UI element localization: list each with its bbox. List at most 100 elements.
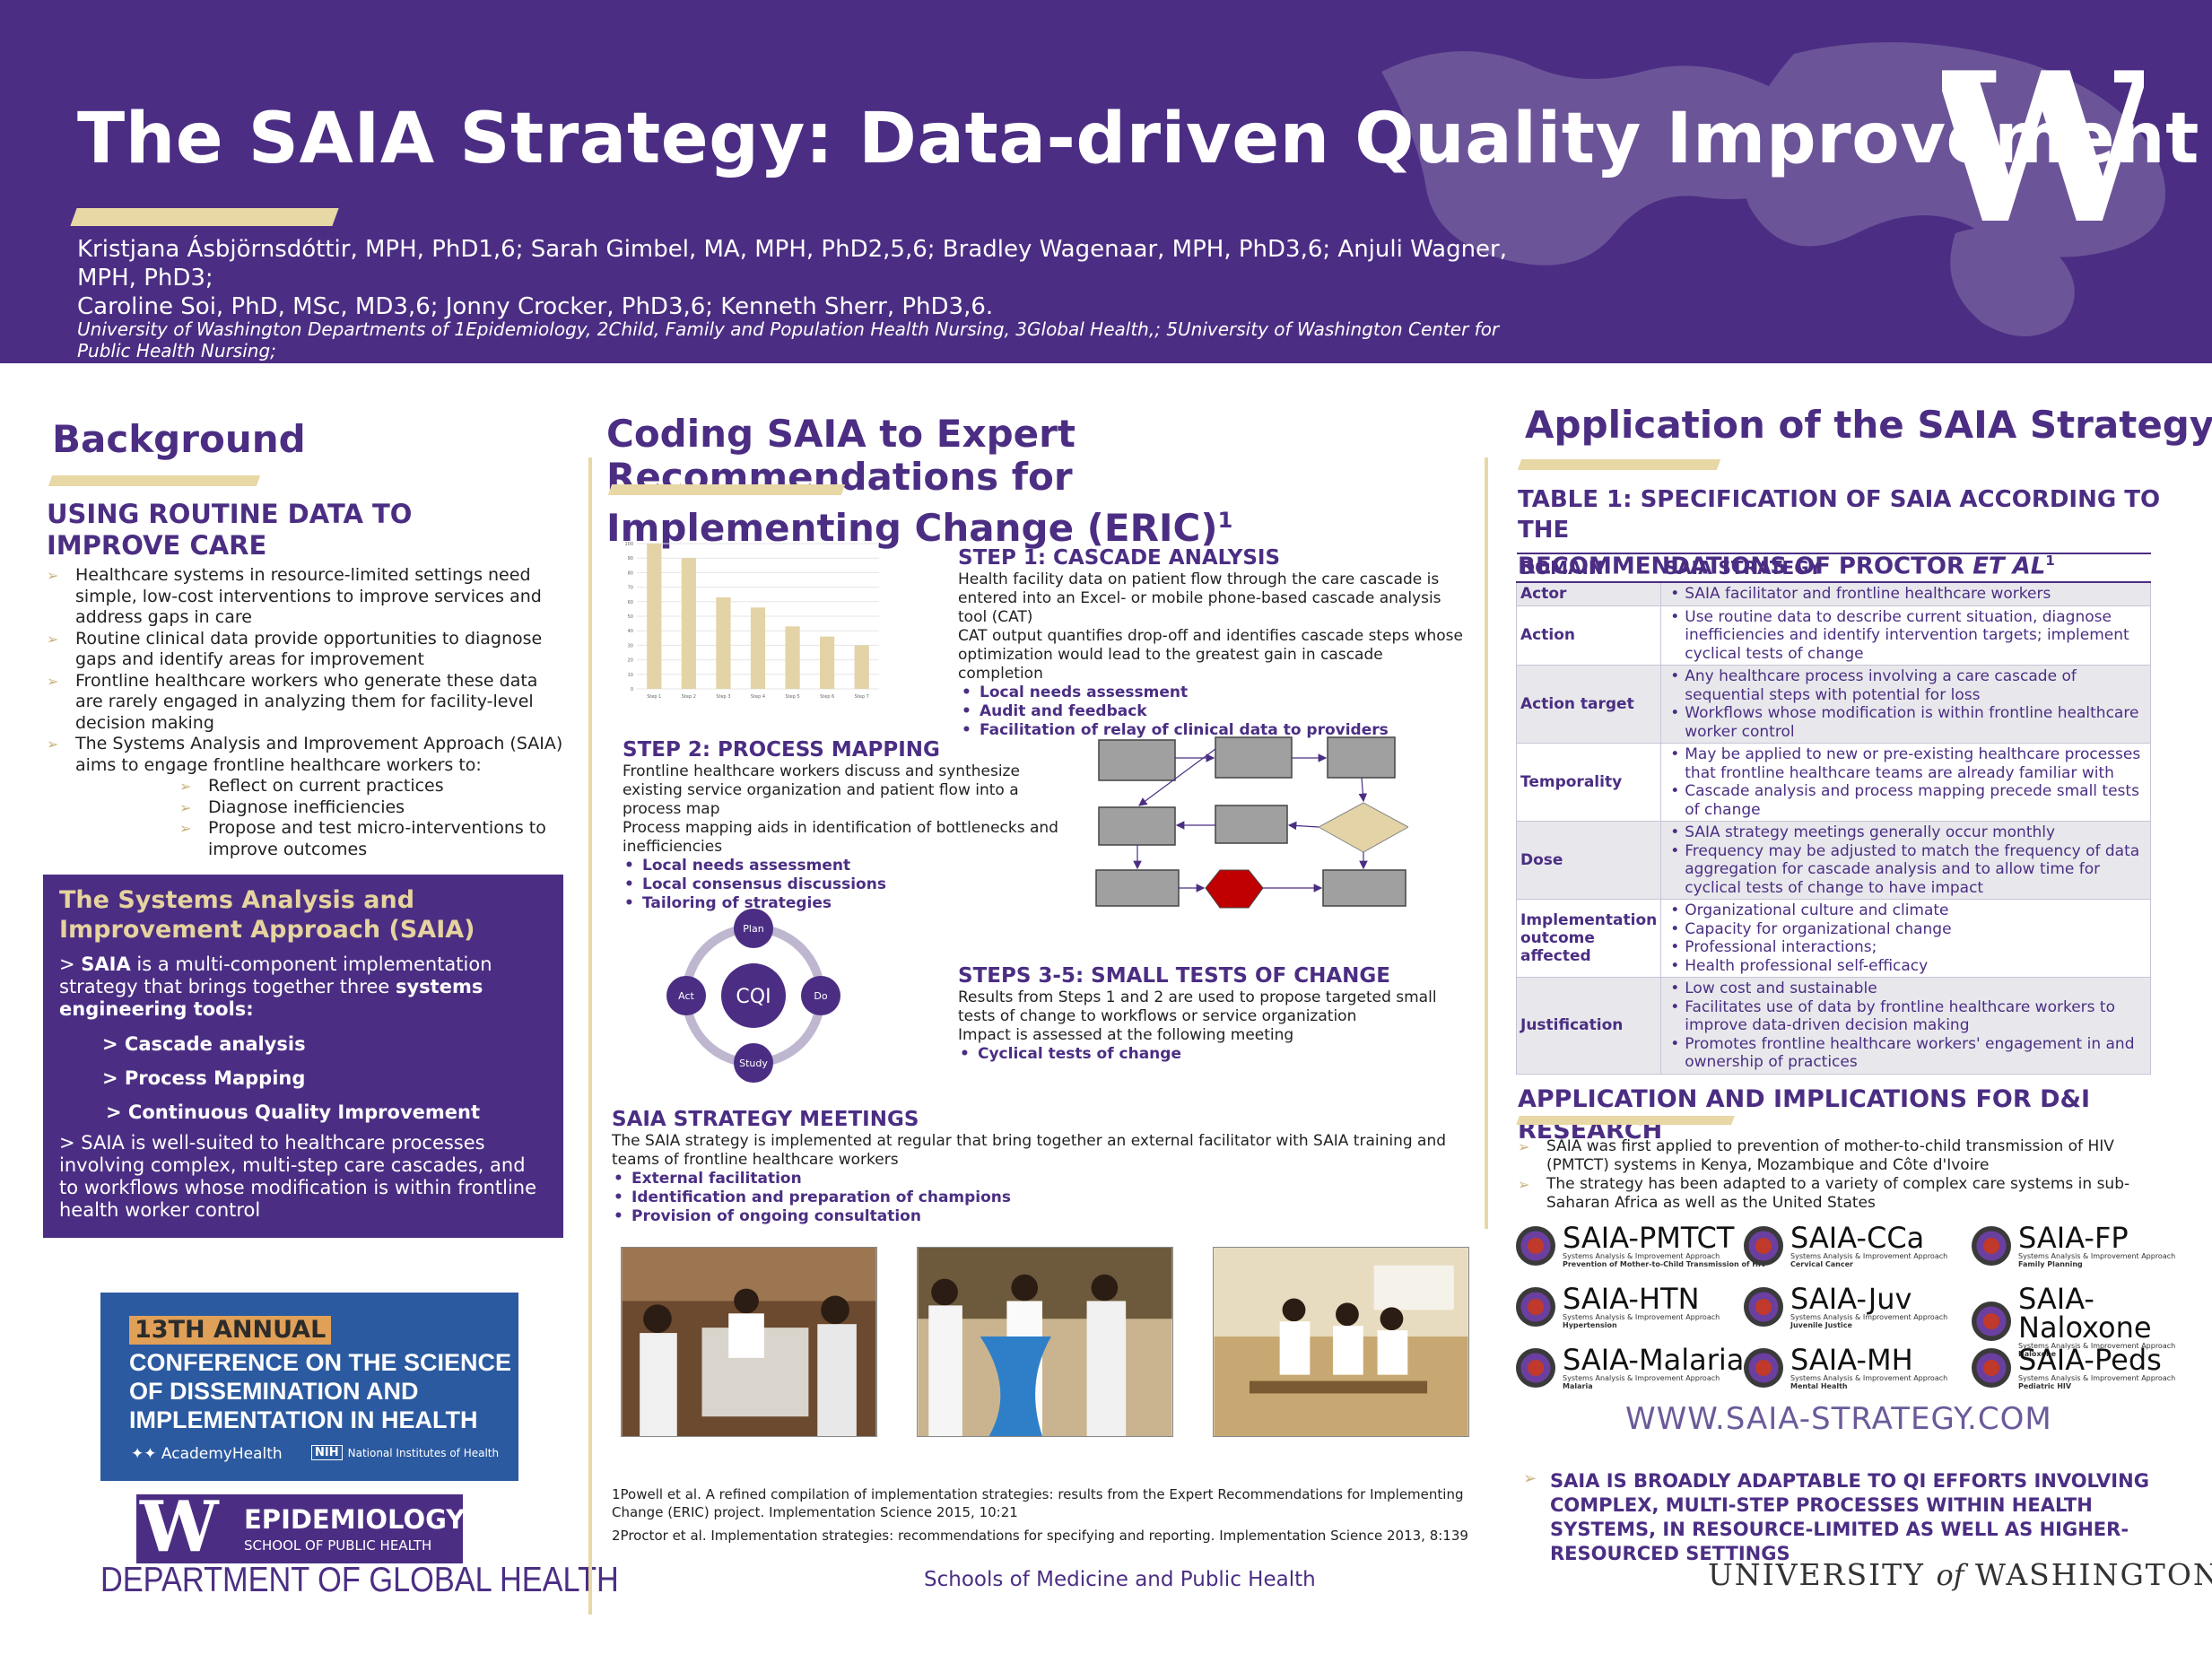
step2-bullet: Local consensus discussions [623, 875, 1071, 894]
schools-footer: Schools of Medicine and Public Health [924, 1568, 1316, 1591]
process-map-diagram [1095, 736, 1408, 909]
eric-underline [607, 484, 846, 495]
strategy-item: Health professional self-efficacy [1665, 957, 2147, 976]
conference-line-3: IMPLEMENTATION IN HEALTH [129, 1406, 478, 1433]
saia-badge: SAIA-PMTCT Systems Analysis & Improvement… [1516, 1223, 1766, 1268]
saia-badge-icon [1744, 1226, 1783, 1266]
academyhealth-logo: ✦✦ AcademyHealth [131, 1445, 283, 1463]
strategy-item: SAIA facilitator and frontline healthcar… [1665, 585, 2147, 604]
global-health-dept: DEPARTMENT OF GLOBAL HEALTH [100, 1561, 619, 1599]
affiliations: University of Washington Departments of … [77, 318, 1512, 383]
saia-badge-name: SAIA-PMTCT [1563, 1221, 1735, 1255]
steps35-text: Results from Steps 1 and 2 are used to p… [958, 988, 1469, 1045]
meetings-bullet: Provision of ongoing consultation [612, 1207, 1473, 1226]
y-tick-label: 40 [628, 629, 633, 634]
saia-badge: SAIA-MH Systems Analysis & Improvement Ap… [1744, 1345, 1947, 1390]
step1-bullet: Audit and feedback [960, 702, 1469, 721]
uw-wordmark-of: of [1936, 1558, 1964, 1592]
website-link[interactable]: WWW.SAIA-STRATEGY.COM [1625, 1401, 2052, 1437]
step2-section: STEP 2: PROCESS MAPPING Frontline health… [623, 737, 1071, 913]
saia-badge-sub2: Juvenile Justice [1790, 1321, 1852, 1329]
saia-badge-icon [1744, 1287, 1783, 1327]
saia-badge-text: SAIA-HTN Systems Analysis & Improvement A… [1563, 1284, 1720, 1329]
y-tick-label: 100 [624, 542, 633, 547]
process-box [1215, 736, 1293, 779]
meeting-photo-1 [621, 1247, 877, 1437]
table-title-line-1: TABLE 1: SPECIFICATION OF SAIA ACCORDING… [1518, 486, 2161, 544]
strategy-item: Cascade analysis and process mapping pre… [1665, 782, 2147, 819]
y-tick-label: 70 [628, 586, 633, 591]
strategy-cell: May be applied to new or pre-existing he… [1660, 743, 2151, 822]
poster-title: The SAIA Strategy: Data-driven Quality I… [77, 99, 2199, 179]
saia-badge-sub: Systems Analysis & Improvement Approach [1790, 1252, 1948, 1260]
saia-badge-sub2: Pediatric HIV [2018, 1382, 2072, 1390]
saia-box-suited: > SAIA is well-suited to healthcare proc… [59, 1132, 537, 1221]
step1-line-1: Health facility data on patient flow thr… [958, 570, 1441, 626]
saia-badge-icon [1744, 1348, 1783, 1388]
reference-2: 2Proctor et al. Implementation strategie… [612, 1528, 1468, 1544]
process-box [1095, 869, 1180, 907]
step2-title: STEP 2: PROCESS MAPPING [623, 738, 940, 762]
eric-heading-line-2: Implementing Change (ERIC) [606, 506, 1218, 550]
strategy-item: Frequency may be adjusted to match the f… [1665, 842, 2147, 898]
process-box [1215, 805, 1288, 844]
background-heading: Background [52, 417, 306, 461]
saia-badge-icon [1972, 1226, 2011, 1266]
table-row: TemporalityMay be applied to new or pre-… [1515, 743, 2151, 822]
column-divider-right [1485, 457, 1488, 1229]
step2-bullets: Local needs assessment Local consensus d… [623, 857, 1071, 913]
domain-cell: Implementation outcome affected [1515, 899, 1662, 978]
cqi-center [721, 963, 786, 1028]
table-row: DoseSAIA strategy meetings generally occ… [1515, 821, 2151, 900]
implications-underline [1516, 1116, 1735, 1125]
saia-badge-sub2: Family Planning [2018, 1260, 2083, 1268]
process-box [1098, 739, 1176, 781]
process-box [1098, 806, 1176, 846]
step1-bullet: Facilitation of relay of clinical data t… [960, 721, 1469, 740]
saia-badge-sub2: Hypertension [1563, 1321, 1617, 1329]
strategy-item: May be applied to new or pre-existing he… [1665, 745, 2147, 782]
y-tick-label: 50 [628, 614, 633, 620]
strategy-cell: SAIA facilitator and frontline healthcar… [1660, 581, 2151, 606]
step2-line-1: Frontline healthcare workers discuss and… [623, 762, 1020, 818]
saia-badge-sub: Systems Analysis & Improvement Approach [1563, 1313, 1720, 1321]
cqi-plan: Plan [743, 923, 763, 935]
x-tick-label: Step 1 [647, 694, 661, 700]
strategy-item: Professional interactions; [1665, 938, 2147, 957]
strategy-item: Low cost and sustainable [1665, 980, 2147, 998]
saia-badge: SAIA-Malaria Systems Analysis & Improveme… [1516, 1345, 1744, 1390]
saia-box-prefix: > [59, 953, 82, 975]
saia-info-box: The Systems Analysis and Improvement App… [43, 875, 563, 1238]
cqi-cycle-diagram: CQI Plan Do Study Act [666, 909, 840, 1083]
steps35-bullet: Cyclical tests of change [958, 1045, 1469, 1064]
saia-badge-icon [1516, 1287, 1555, 1327]
meetings-section: SAIA STRATEGY MEETINGS The SAIA strategy… [612, 1107, 1473, 1226]
application-heading: Application of the SAIA Strategy [1525, 403, 2212, 447]
table-row: Action targetAny healthcare process invo… [1515, 665, 2151, 744]
strategy-item: Organizational culture and climate [1665, 901, 2147, 920]
domain-cell: Action target [1515, 665, 1662, 744]
x-tick-label: Step 4 [751, 694, 765, 700]
cascade-bar-chart: 0 10 20 30 40 50 60 70 80 90 100 Step 1 Step 2 Step 3… [624, 542, 879, 700]
x-tick-label: Step 6 [820, 694, 834, 700]
stop-hexagon [1205, 869, 1264, 909]
saia-badge-sub2: Malaria [1563, 1382, 1593, 1390]
cascade-bar [750, 607, 766, 689]
background-bullet: Healthcare systems in resource-limited s… [47, 565, 565, 629]
saia-badge-name: SAIA-Juv [1790, 1282, 1912, 1316]
column-divider-left [588, 457, 592, 1615]
saia-badge-sub: Systems Analysis & Improvement Approach [2018, 1374, 2176, 1382]
saia-badge-sub: Systems Analysis & Improvement Approach [1790, 1374, 1948, 1382]
saia-badge-sub: Systems Analysis & Improvement Approach [1790, 1313, 1948, 1321]
saia-badge-sub2: Naloxone [2018, 1350, 2057, 1358]
steps35-title: STEPS 3-5: SMALL TESTS OF CHANGE [958, 964, 1390, 988]
process-box [1322, 869, 1406, 907]
background-bullets: Healthcare systems in resource-limited s… [47, 565, 565, 860]
implications-list: SAIA was first applied to prevention of … [1518, 1137, 2164, 1213]
strategy-item: Workflows whose modification is within f… [1665, 704, 2147, 741]
saia-box-text: is a multi-component implementation stra… [59, 953, 492, 997]
background-sub-bullet: Diagnose inefficiencies [179, 797, 565, 819]
saia-badge-name: SAIA-HTN [1563, 1282, 1700, 1316]
cqi-do: Do [814, 990, 827, 1002]
table-row: ActorSAIA facilitator and frontline heal… [1515, 581, 2151, 606]
